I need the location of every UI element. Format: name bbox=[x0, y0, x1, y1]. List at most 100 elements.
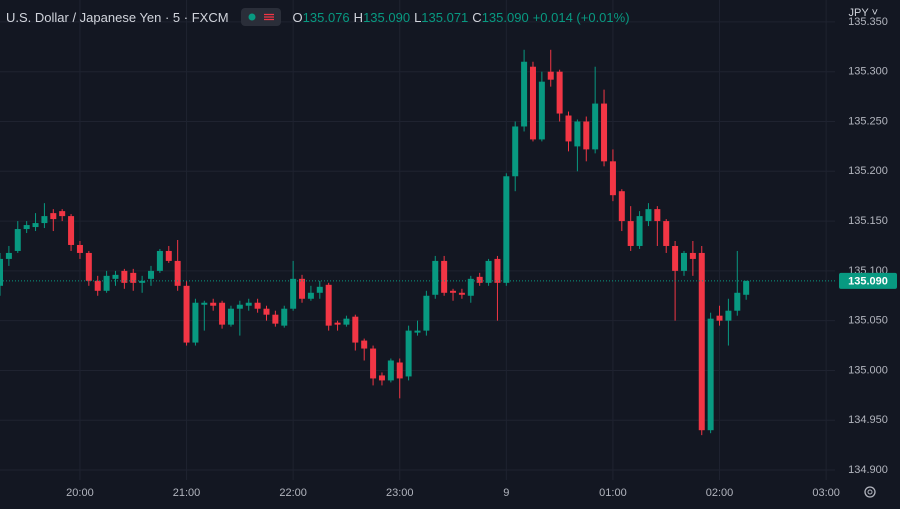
candle-body bbox=[361, 340, 368, 349]
candle-body bbox=[210, 302, 217, 306]
candle-body bbox=[618, 191, 625, 222]
candle-body bbox=[485, 260, 492, 283]
candle-body bbox=[467, 278, 474, 296]
candle-body bbox=[59, 211, 66, 217]
candle-body bbox=[609, 161, 616, 196]
candle-body bbox=[156, 250, 163, 271]
last-price-box bbox=[839, 272, 897, 289]
candle-body bbox=[68, 216, 75, 245]
legend-key: O bbox=[292, 9, 303, 25]
candle-body bbox=[654, 209, 661, 222]
menu-icon bbox=[263, 13, 274, 21]
candle-body bbox=[574, 121, 581, 147]
candle-body bbox=[601, 103, 608, 162]
candle-body bbox=[627, 221, 634, 246]
candle-body bbox=[227, 308, 234, 325]
candle-body bbox=[121, 270, 128, 283]
candle-body bbox=[716, 315, 723, 321]
legend-value: 135.071 bbox=[421, 9, 469, 25]
legend-value: 135.076 bbox=[302, 9, 350, 25]
candle-body bbox=[512, 126, 519, 177]
x-tick-label: 02:00 bbox=[706, 487, 734, 499]
y-tick-label: 135.000 bbox=[848, 364, 888, 376]
candle-body bbox=[565, 115, 572, 142]
legend-value: 135.090 bbox=[481, 9, 529, 25]
candle-body bbox=[583, 121, 590, 150]
symbol-title: U.S. Dollar / Japanese Yen · 5 · FXCM bbox=[6, 9, 229, 25]
candle-body bbox=[263, 308, 270, 315]
y-tick-label: 135.350 bbox=[848, 16, 888, 28]
candle-body bbox=[352, 316, 359, 343]
legend-key: H bbox=[353, 9, 364, 25]
gear bbox=[864, 486, 876, 498]
candle-body bbox=[254, 302, 261, 309]
y-tick-label: 135.150 bbox=[848, 215, 888, 227]
candle-body bbox=[23, 225, 30, 230]
last-price-label: 135.090 bbox=[848, 276, 888, 288]
candle-body bbox=[680, 252, 687, 271]
candle-body bbox=[299, 278, 306, 299]
header: U.S. Dollar / Japanese Yen · 5 · FXCM O1… bbox=[6, 8, 630, 26]
status-dot bbox=[248, 13, 256, 21]
candle-body bbox=[307, 292, 314, 299]
candle-body bbox=[396, 362, 403, 379]
candle-body bbox=[494, 258, 501, 283]
candle-body bbox=[689, 252, 696, 259]
candle-body bbox=[325, 284, 332, 326]
candle-body bbox=[174, 260, 181, 286]
change: +0.014 (+0.01%) bbox=[532, 9, 630, 25]
candle-body bbox=[556, 71, 563, 114]
candle-body bbox=[316, 286, 323, 293]
y-tick-label: 135.050 bbox=[848, 315, 888, 327]
candle-body bbox=[219, 302, 226, 325]
x-tick-label: 01:00 bbox=[599, 487, 627, 499]
candle-body bbox=[423, 295, 430, 331]
y-tick-label: 134.900 bbox=[848, 464, 888, 476]
candle-body bbox=[343, 318, 350, 325]
ohlc-legend: O135.076 H135.090 L135.071 C135.090 bbox=[293, 10, 533, 25]
candle-body bbox=[130, 272, 137, 283]
candle-body bbox=[529, 66, 536, 140]
candle-body bbox=[387, 360, 394, 381]
legend-key: L bbox=[414, 9, 422, 25]
candle-body bbox=[112, 274, 119, 279]
x-tick-label: 03:00 bbox=[812, 487, 840, 499]
candle-body bbox=[50, 213, 57, 220]
candle-body bbox=[281, 308, 288, 326]
y-tick-label: 135.300 bbox=[848, 66, 888, 78]
candle-body bbox=[94, 280, 101, 291]
candle-body bbox=[148, 270, 155, 279]
candle-body bbox=[245, 302, 252, 306]
candle-body bbox=[192, 302, 199, 343]
candle-body bbox=[672, 245, 679, 271]
candle-body bbox=[645, 209, 652, 222]
candle-body bbox=[538, 81, 545, 140]
candle-body bbox=[698, 252, 705, 431]
candle-body bbox=[432, 260, 439, 295]
candle-body bbox=[547, 71, 554, 80]
candle-body bbox=[663, 221, 670, 246]
y-tick-label: 134.950 bbox=[848, 414, 888, 426]
candle-body bbox=[441, 260, 448, 293]
x-tick-label: 21:00 bbox=[173, 487, 201, 499]
settings-icon[interactable] bbox=[864, 486, 876, 498]
candle-body bbox=[636, 216, 643, 246]
status-pill[interactable] bbox=[240, 8, 281, 26]
candle-body bbox=[76, 244, 83, 253]
currency-button[interactable]: JPY ˅ bbox=[848, 7, 878, 19]
candle-body bbox=[414, 330, 421, 333]
candle-body bbox=[236, 304, 243, 309]
candle-body bbox=[139, 280, 146, 283]
candle-body bbox=[41, 216, 48, 224]
candle-body bbox=[743, 280, 750, 295]
candle-body bbox=[521, 61, 528, 127]
candle-body bbox=[165, 250, 172, 261]
y-tick-label: 135.200 bbox=[848, 165, 888, 177]
candle-body bbox=[476, 276, 483, 283]
gear-hole bbox=[867, 489, 873, 495]
candle-body bbox=[734, 292, 741, 311]
candle-body bbox=[5, 252, 12, 259]
currency: JPY bbox=[848, 7, 869, 19]
candle-body bbox=[592, 103, 599, 150]
